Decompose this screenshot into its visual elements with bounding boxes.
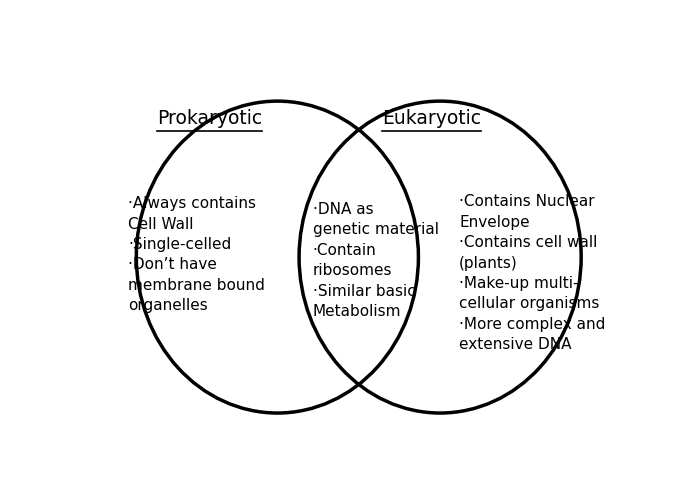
Text: ·DNA as
genetic material
·Contain
ribosomes
·Similar basic
Metabolism: ·DNA as genetic material ·Contain riboso… bbox=[313, 202, 439, 319]
Text: Eukaryotic: Eukaryotic bbox=[382, 109, 482, 128]
Text: Prokaryotic: Prokaryotic bbox=[157, 109, 262, 128]
Text: ·Contains Nuclear
Envelope
·Contains cell wall
(plants)
·Make-up multi-
cellular: ·Contains Nuclear Envelope ·Contains cel… bbox=[459, 194, 606, 352]
Text: ·Always contains
Cell Wall
·Single-celled
·Don’t have
membrane bound
organelles: ·Always contains Cell Wall ·Single-celle… bbox=[128, 196, 265, 313]
